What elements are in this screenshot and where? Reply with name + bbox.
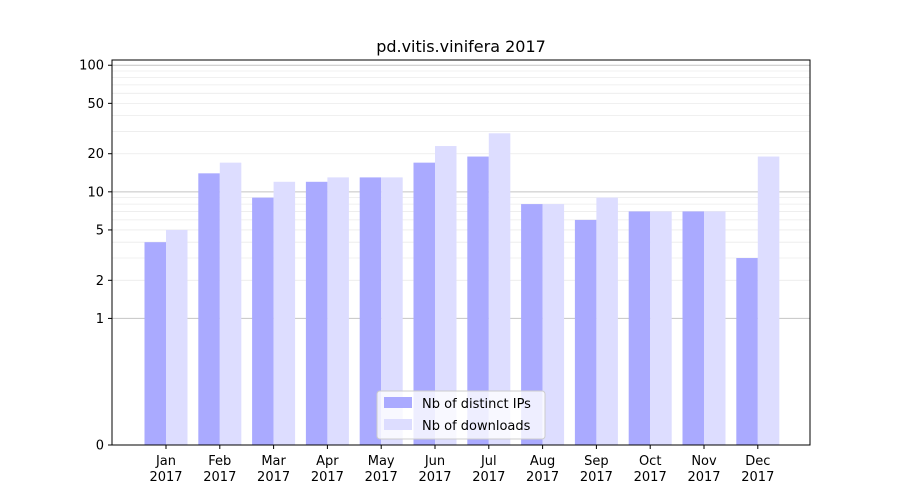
bars <box>144 133 780 446</box>
bar-downloads-jun <box>435 146 457 446</box>
x-tick-label-month: Feb <box>208 454 231 469</box>
bar-distinct-ips-oct <box>628 211 651 445</box>
x-tick-label-year: 2017 <box>418 470 451 485</box>
x-tick-label-year: 2017 <box>580 470 613 485</box>
bar-distinct-ips-dec <box>736 258 758 445</box>
bar-downloads-mar <box>273 181 296 446</box>
x-axis: Jan2017Feb2017Mar2017Apr2017May2017Jun20… <box>149 445 774 485</box>
y-tick-label: 100 <box>79 59 104 74</box>
chart-title: pd.vitis.vinifera 2017 <box>376 37 546 56</box>
x-tick-label-year: 2017 <box>149 470 182 485</box>
legend-swatch-downloads <box>384 419 412 430</box>
x-tick-label-month: Jan <box>155 454 176 469</box>
bar-downloads-may <box>381 177 403 445</box>
bar-distinct-ips-jul <box>467 156 489 446</box>
x-tick-label-year: 2017 <box>311 470 344 485</box>
legend-box <box>376 390 546 440</box>
x-tick-label-month: May <box>368 454 395 469</box>
legend: Nb of distinct IPs Nb of downloads <box>376 390 546 440</box>
y-tick-label: 10 <box>87 185 104 200</box>
bar-downloads-apr <box>327 177 349 445</box>
bar-downloads-jul <box>488 133 511 446</box>
x-tick-label-year: 2017 <box>741 470 774 485</box>
x-tick-label-year: 2017 <box>365 470 398 485</box>
bar-downloads-sep <box>596 197 618 445</box>
bar-downloads-dec <box>757 156 780 446</box>
bar-downloads-nov <box>704 211 726 445</box>
x-tick-label-year: 2017 <box>634 470 667 485</box>
bar-distinct-ips-aug <box>521 204 543 445</box>
y-tick-label: 50 <box>87 97 104 112</box>
y-tick-label: 1 <box>96 312 104 327</box>
x-tick-label-month: Mar <box>261 454 286 469</box>
bar-downloads-aug <box>542 204 565 445</box>
x-tick-label-year: 2017 <box>472 470 505 485</box>
bar-downloads-feb <box>219 162 242 445</box>
y-tick-label: 0 <box>96 439 104 454</box>
bar-distinct-ips-apr <box>305 181 328 446</box>
y-tick-label: 2 <box>96 274 104 289</box>
plot-frame <box>111 59 811 446</box>
x-tick-label-month: Dec <box>745 454 770 469</box>
x-tick-label-year: 2017 <box>257 470 290 485</box>
x-tick-label-month: Jun <box>424 454 445 469</box>
legend-label-distinct-ips: Nb of distinct IPs <box>422 397 531 412</box>
bar-distinct-ips-jan <box>144 242 166 445</box>
bar-distinct-ips-may <box>359 177 382 445</box>
bar-distinct-ips-mar <box>252 197 274 445</box>
bar-downloads-jan <box>166 229 188 445</box>
y-tick-label: 20 <box>87 147 104 162</box>
x-tick-label-month: Apr <box>316 454 339 469</box>
x-tick-label-year: 2017 <box>203 470 236 485</box>
x-tick-label-month: Jul <box>480 454 497 469</box>
y-axis: 0 1 2 5 10 20 50 100 <box>79 59 112 454</box>
x-tick-label-year: 2017 <box>526 470 559 485</box>
x-tick-label-month: Sep <box>584 454 609 469</box>
legend-swatch-distinct-ips <box>384 397 412 408</box>
legend-label-downloads: Nb of downloads <box>422 419 531 434</box>
bar-distinct-ips-jun <box>413 162 435 445</box>
y-tick-label: 5 <box>96 223 104 238</box>
x-tick-label-month: Oct <box>639 454 661 469</box>
bar-distinct-ips-sep <box>574 219 597 445</box>
x-tick-label-year: 2017 <box>687 470 720 485</box>
x-tick-label-month: Nov <box>691 454 717 469</box>
bar-distinct-ips-feb <box>198 173 220 445</box>
x-tick-label-month: Aug <box>530 454 555 469</box>
bar-distinct-ips-nov <box>682 211 704 445</box>
bar-downloads-oct <box>650 211 672 445</box>
